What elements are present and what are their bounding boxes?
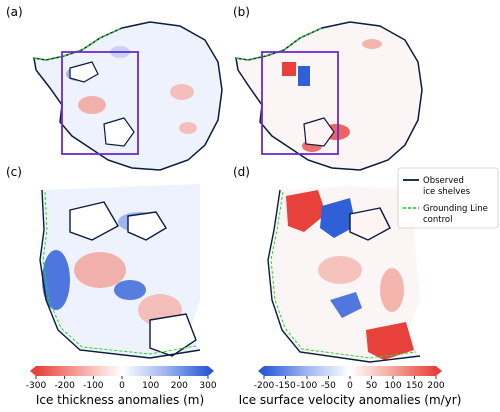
- colorbar-velocity-tick-label: -100: [297, 381, 318, 391]
- colorbar-velocity-tick-label: 200: [427, 381, 444, 391]
- colorbar-thickness-bar: [36, 366, 208, 376]
- colorbar-velocity-tick-label: 0: [347, 381, 353, 391]
- panel-d: (d): [233, 165, 421, 363]
- legend-observed-label: Observed: [423, 176, 464, 186]
- panel-d-label: (d): [233, 165, 250, 179]
- coast-c: [39, 189, 201, 359]
- colorbar-velocity-title: Ice surface velocity anomalies (m/yr): [239, 393, 462, 407]
- panel-a-label: (a): [6, 5, 23, 19]
- colorbar-thickness-tick-label: -100: [83, 381, 104, 391]
- anomaly-red-c1: [74, 252, 126, 288]
- colorbar-velocity-bar: [264, 366, 436, 376]
- panel-c-label: (c): [6, 165, 22, 179]
- colorbar-velocity-tick-label: -200: [254, 381, 275, 391]
- velocity-blue-d1: [320, 198, 356, 238]
- panel-a: (a): [6, 5, 223, 171]
- colorbar-thickness-tick-label: 0: [119, 381, 125, 391]
- anomaly-blue-c1: [42, 250, 70, 310]
- antarctica-outline-b: [235, 21, 423, 171]
- ice-shelf-c1: [69, 201, 119, 241]
- anomaly-blue-c2: [114, 280, 146, 300]
- velocity-red-b3: [362, 39, 382, 49]
- legend: Observed ice shelves Grounding Line cont…: [397, 167, 499, 229]
- legend-observed-label-2: ice shelves: [423, 187, 471, 197]
- colorbar-velocity-left-arrow: [258, 366, 264, 376]
- velocity-red-d2: [366, 322, 414, 360]
- panel-b: (b): [233, 5, 423, 171]
- legend-box: [397, 167, 499, 229]
- panel-c: (c): [6, 165, 201, 359]
- colorbar-thickness-tick-label: 100: [142, 381, 159, 391]
- colorbar-velocity-tick-label: 50: [366, 381, 378, 391]
- colorbar-velocity-tick-label: -150: [275, 381, 296, 391]
- coast-green-a: [33, 27, 123, 61]
- velocity-blue-d2: [330, 292, 362, 318]
- legend-grounding-label-2: control: [423, 215, 452, 225]
- coast-d: [267, 189, 421, 363]
- zoom-box-a: [61, 51, 139, 155]
- colorbar-thickness-title: Ice thickness anomalies (m): [36, 393, 204, 407]
- panel-b-label: (b): [233, 5, 250, 19]
- colorbar-velocity-right-arrow: [436, 366, 442, 376]
- colorbar-thickness-tick-label: -200: [54, 381, 75, 391]
- ross-shelf-a: [103, 117, 135, 147]
- ice-shelf-c2: [127, 211, 167, 241]
- velocity-blue-b1: [298, 66, 310, 86]
- colorbar-velocity: -200 -150 -100 -50 0 50 100 150 200 Ice surface …: [239, 366, 462, 407]
- colorbar-thickness-left-arrow: [30, 366, 36, 376]
- velocity-red-b1: [282, 62, 296, 76]
- colorbar-velocity-tick-label: -50: [321, 381, 336, 391]
- colorbar-thickness-right-arrow: [208, 366, 214, 376]
- velocity-red-d1: [286, 190, 326, 232]
- ross-shelf-b: [303, 117, 335, 147]
- colorbar-thickness-tick-label: 300: [199, 381, 216, 391]
- zoom-box-b: [261, 51, 339, 155]
- colorbar-velocity-tick-label: 100: [384, 381, 401, 391]
- colorbar-velocity-tick-label: 150: [406, 381, 423, 391]
- coast-green-b: [235, 27, 323, 61]
- anomaly-red-a1: [78, 96, 106, 114]
- colorbar-thickness-tick-label: 200: [171, 381, 188, 391]
- ronne-shelf-a: [69, 61, 99, 83]
- legend-grounding-label: Grounding Line: [423, 204, 488, 214]
- colorbar-thickness: -300 -200 -100 0 100 200 300 Ice thickness ano…: [26, 366, 217, 407]
- velocity-red-d3: [318, 256, 362, 284]
- colorbar-thickness-tick-label: -300: [26, 381, 47, 391]
- anomaly-red-a2: [170, 84, 194, 100]
- ice-shelf-d1: [349, 207, 391, 241]
- anomaly-red-a3: [179, 122, 197, 134]
- velocity-red-d4: [380, 268, 404, 312]
